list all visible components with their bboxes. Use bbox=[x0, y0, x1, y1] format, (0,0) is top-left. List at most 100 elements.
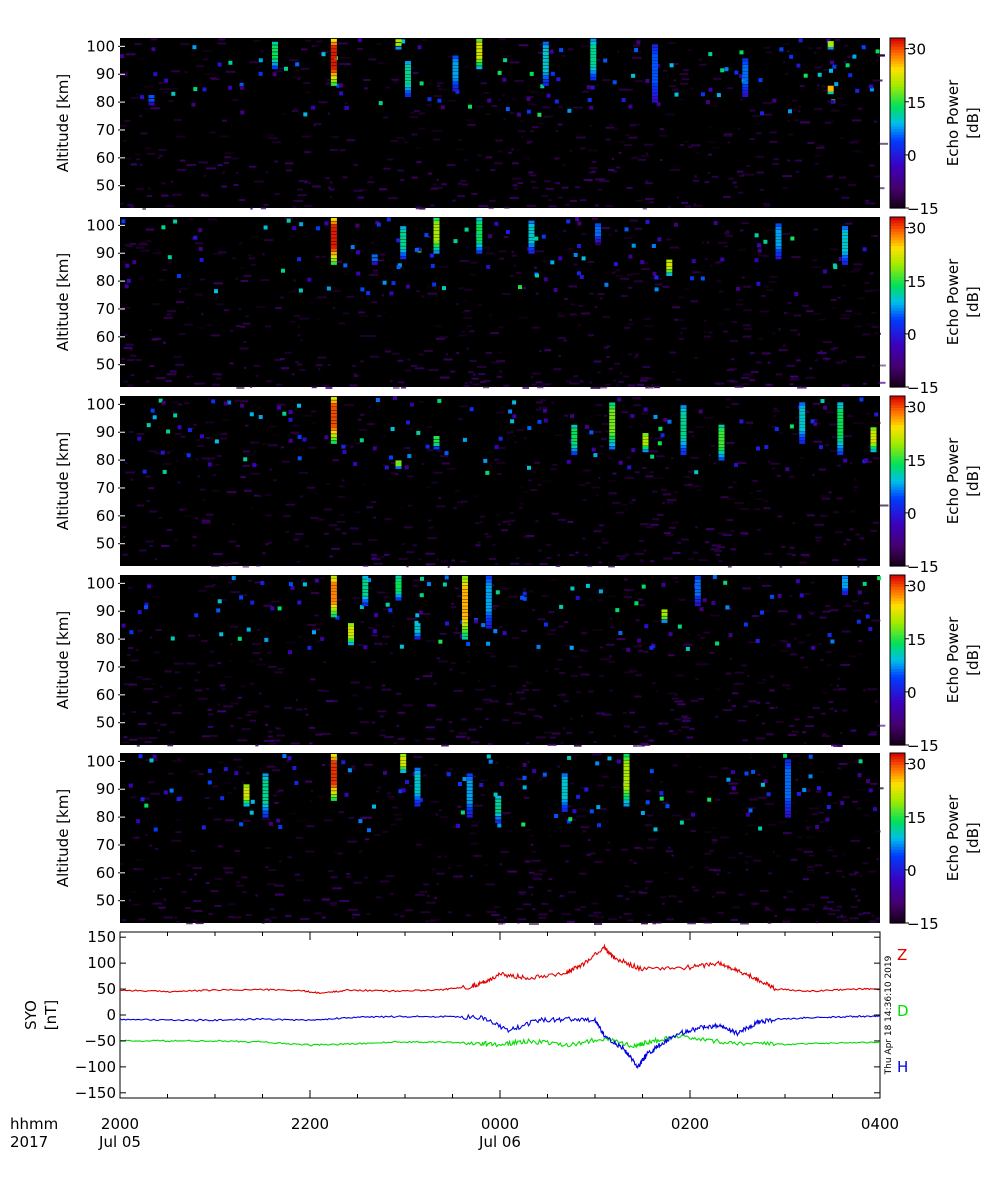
echo-pixel bbox=[653, 827, 658, 832]
noise-pixel bbox=[532, 383, 537, 386]
noise-pixel bbox=[790, 858, 798, 861]
noise-pixel bbox=[850, 906, 858, 908]
noise-pixel bbox=[358, 428, 368, 431]
colorbar-band bbox=[890, 199, 905, 203]
echo-pixel bbox=[748, 808, 753, 813]
noise-pixel bbox=[150, 636, 153, 639]
noise-pixel bbox=[643, 143, 653, 146]
echo-burst-cell bbox=[775, 226, 782, 230]
noise-pixel bbox=[676, 378, 682, 381]
noise-pixel bbox=[389, 380, 393, 383]
noise-pixel bbox=[836, 905, 843, 908]
echo-burst-cell bbox=[433, 446, 440, 450]
echo-pixel bbox=[657, 441, 662, 446]
noise-pixel bbox=[393, 386, 400, 389]
noise-pixel bbox=[129, 348, 133, 351]
noise-pixel bbox=[240, 280, 249, 282]
noise-pixel bbox=[498, 99, 501, 102]
noise-pixel bbox=[537, 618, 546, 621]
noise-pixel bbox=[459, 560, 467, 563]
noise-pixel bbox=[132, 903, 141, 906]
echo-pixel bbox=[739, 74, 744, 79]
noise-pixel bbox=[691, 435, 695, 438]
echo-burst-cell bbox=[528, 247, 535, 251]
echo-pixel bbox=[151, 47, 156, 52]
noise-pixel bbox=[586, 853, 592, 856]
noise-pixel bbox=[350, 445, 354, 448]
noise-pixel bbox=[358, 850, 363, 853]
colorbar-band bbox=[890, 430, 905, 434]
colorbar-band bbox=[890, 103, 905, 107]
noise-pixel bbox=[419, 890, 428, 893]
noise-pixel bbox=[783, 61, 786, 64]
noise-pixel bbox=[262, 253, 265, 256]
noise-pixel bbox=[753, 508, 761, 511]
noise-pixel bbox=[645, 880, 653, 883]
noise-pixel bbox=[146, 500, 150, 502]
noise-pixel bbox=[834, 709, 838, 712]
echo-burst-cell bbox=[330, 403, 337, 407]
noise-pixel bbox=[131, 711, 137, 713]
noise-pixel bbox=[643, 317, 651, 320]
noise-pixel bbox=[292, 424, 300, 427]
noise-pixel bbox=[632, 645, 642, 648]
colorbar-band bbox=[890, 592, 905, 596]
echo-burst-cell bbox=[395, 39, 402, 43]
echo-burst-cell bbox=[330, 400, 337, 404]
noise-pixel bbox=[872, 364, 875, 367]
noise-pixel bbox=[869, 272, 874, 275]
noise-pixel bbox=[587, 261, 595, 263]
noise-pixel bbox=[425, 563, 436, 566]
noise-pixel bbox=[313, 124, 316, 127]
noise-pixel bbox=[789, 108, 798, 111]
echo-burst-cell bbox=[452, 72, 459, 75]
noise-pixel bbox=[305, 713, 309, 716]
noise-pixel bbox=[339, 149, 346, 152]
echo-burst-cell bbox=[400, 242, 407, 246]
colorbar-band bbox=[890, 671, 905, 675]
noise-pixel bbox=[842, 384, 850, 387]
noise-pixel bbox=[730, 358, 735, 361]
noise-pixel bbox=[123, 683, 133, 686]
echo-burst-cell bbox=[623, 796, 630, 800]
echo-pixel bbox=[542, 408, 547, 413]
colorbar-band bbox=[890, 906, 905, 910]
colorbar-band bbox=[890, 52, 905, 56]
echo-burst-cell bbox=[330, 760, 337, 764]
noise-pixel bbox=[674, 694, 679, 696]
noise-pixel bbox=[183, 452, 188, 455]
colorbar-band bbox=[890, 449, 905, 454]
echo-burst-cell bbox=[652, 89, 658, 93]
y-tick-label: 70 bbox=[96, 121, 115, 139]
noise-pixel bbox=[531, 776, 534, 779]
noise-pixel bbox=[208, 912, 213, 915]
echo-pixel bbox=[677, 624, 682, 629]
noise-pixel bbox=[652, 682, 656, 685]
noise-pixel bbox=[559, 895, 562, 898]
noise-pixel bbox=[599, 524, 605, 527]
noise-pixel bbox=[360, 314, 369, 317]
echo-burst-cell bbox=[623, 780, 630, 784]
noise-pixel bbox=[470, 261, 478, 264]
noise-layer bbox=[121, 575, 886, 747]
noise-pixel bbox=[485, 883, 496, 886]
noise-pixel bbox=[238, 308, 241, 311]
echo-burst-cell bbox=[495, 820, 502, 824]
noise-pixel bbox=[728, 177, 734, 180]
noise-pixel bbox=[396, 724, 399, 727]
echo-pixel bbox=[163, 790, 168, 795]
noise-pixel bbox=[539, 776, 547, 779]
echo-pixel bbox=[481, 623, 486, 628]
noise-pixel bbox=[394, 913, 400, 916]
noise-pixel bbox=[788, 133, 794, 136]
echo-burst-cell bbox=[462, 579, 468, 583]
colorbar-band bbox=[890, 631, 905, 636]
noise-pixel bbox=[184, 907, 191, 910]
rtd-plot-background bbox=[120, 217, 880, 387]
noise-pixel bbox=[649, 471, 654, 474]
echo-pixel bbox=[424, 233, 429, 238]
noise-pixel bbox=[699, 63, 707, 66]
noise-pixel bbox=[456, 864, 462, 867]
noise-pixel bbox=[749, 109, 756, 112]
